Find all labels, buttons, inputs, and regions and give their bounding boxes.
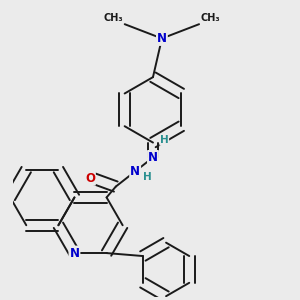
Text: N: N xyxy=(70,247,80,260)
Text: H: H xyxy=(143,172,152,182)
Text: N: N xyxy=(148,151,158,164)
Text: N: N xyxy=(157,32,167,45)
Text: N: N xyxy=(130,165,140,178)
Text: CH₃: CH₃ xyxy=(103,13,123,23)
Text: CH₃: CH₃ xyxy=(201,13,220,23)
Text: O: O xyxy=(85,172,95,185)
Text: H: H xyxy=(160,135,169,145)
